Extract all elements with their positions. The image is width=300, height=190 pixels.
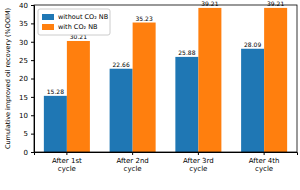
y-tick: 35	[19, 20, 34, 28]
bar	[44, 96, 67, 152]
bar	[198, 8, 221, 152]
legend-label: with CO₂ NB	[58, 23, 98, 31]
y-tick-label: 20	[19, 75, 28, 83]
y-axis: 0 5 10 15 20 25 30 35 40	[19, 2, 34, 157]
legend-swatch	[42, 14, 54, 20]
legend-swatch	[42, 24, 54, 30]
y-tick: 30	[19, 38, 34, 46]
y-tick-label: 15	[19, 94, 28, 102]
y-tick: 0	[24, 149, 34, 157]
x-tick: After 4thcycle	[249, 152, 280, 173]
data-label: 15.28	[47, 88, 64, 95]
y-tick: 20	[19, 75, 34, 83]
data-label: 28.09	[244, 41, 261, 48]
y-tick-label: 30	[19, 38, 28, 46]
y-tick-mark	[31, 115, 34, 116]
y-tick-mark	[31, 42, 34, 43]
x-tick-label: After 2ndcycle	[116, 157, 148, 173]
y-tick-mark	[31, 97, 34, 98]
bar	[110, 69, 133, 152]
bar	[175, 57, 198, 152]
legend: without CO₂ NB with CO₂ NB	[38, 9, 110, 35]
legend-item: without CO₂ NB	[42, 13, 108, 21]
x-tick-label: After 4thcycle	[249, 157, 280, 173]
y-tick-mark	[31, 134, 34, 135]
y-tick-mark	[31, 152, 34, 153]
bar	[133, 23, 156, 152]
y-tick: 15	[19, 94, 34, 102]
x-axis-line	[35, 153, 298, 156]
data-label: 39.21	[267, 0, 284, 7]
y-tick: 40	[19, 2, 34, 10]
x-tick: After 3rdcycle	[183, 152, 214, 173]
legend-item: with CO₂ NB	[42, 23, 98, 31]
bars	[44, 8, 287, 152]
y-axis-title: Cumulative improved oil recovery (%OOIM)	[4, 8, 12, 149]
bar	[67, 41, 90, 152]
y-tick: 25	[19, 57, 34, 65]
legend-label: without CO₂ NB	[58, 13, 108, 21]
y-tick: 10	[19, 112, 34, 120]
legend-box	[38, 9, 110, 35]
y-tick-label: 25	[19, 57, 28, 65]
x-tick-mark	[66, 152, 67, 155]
data-label: 25.88	[178, 49, 195, 56]
y-tick-label: 0	[24, 149, 28, 157]
y-tick-mark	[31, 79, 34, 80]
data-label: 22.66	[113, 61, 130, 68]
y-tick-mark	[31, 5, 34, 6]
x-tick: After 1stcycle	[52, 152, 82, 173]
y-tick: 5	[24, 130, 34, 138]
y-tick-label: 35	[19, 20, 28, 28]
bar	[264, 8, 287, 152]
x-tick: After 2ndcycle	[116, 152, 148, 173]
x-tick-mark	[132, 152, 133, 155]
frame	[34, 5, 297, 152]
data-label: 35.23	[136, 15, 153, 22]
x-axis: After 1stcycle After 2ndcycle After 3rdcyc…	[35, 152, 298, 173]
y-tick-mark	[31, 23, 34, 24]
y-tick-mark	[31, 60, 34, 61]
y-tick-label: 10	[19, 112, 28, 120]
y-axis-line	[31, 6, 35, 153]
bar	[241, 49, 264, 152]
y-tick-label: 40	[19, 2, 28, 10]
y-tick-label: 5	[24, 130, 28, 138]
x-tick-mark	[264, 152, 265, 155]
x-tick-label: After 3rdcycle	[183, 157, 214, 173]
data-labels: 15.2822.6625.8828.0930.2135.2339.2139.21	[47, 0, 285, 95]
data-label: 39.21	[201, 0, 218, 7]
chart: 15.2822.6625.8828.0930.2135.2339.2139.21…	[0, 0, 300, 190]
plot: 15.2822.6625.8828.0930.2135.2339.2139.21…	[19, 0, 297, 173]
x-tick-mark	[198, 152, 199, 155]
x-tick-label: After 1stcycle	[52, 157, 82, 173]
